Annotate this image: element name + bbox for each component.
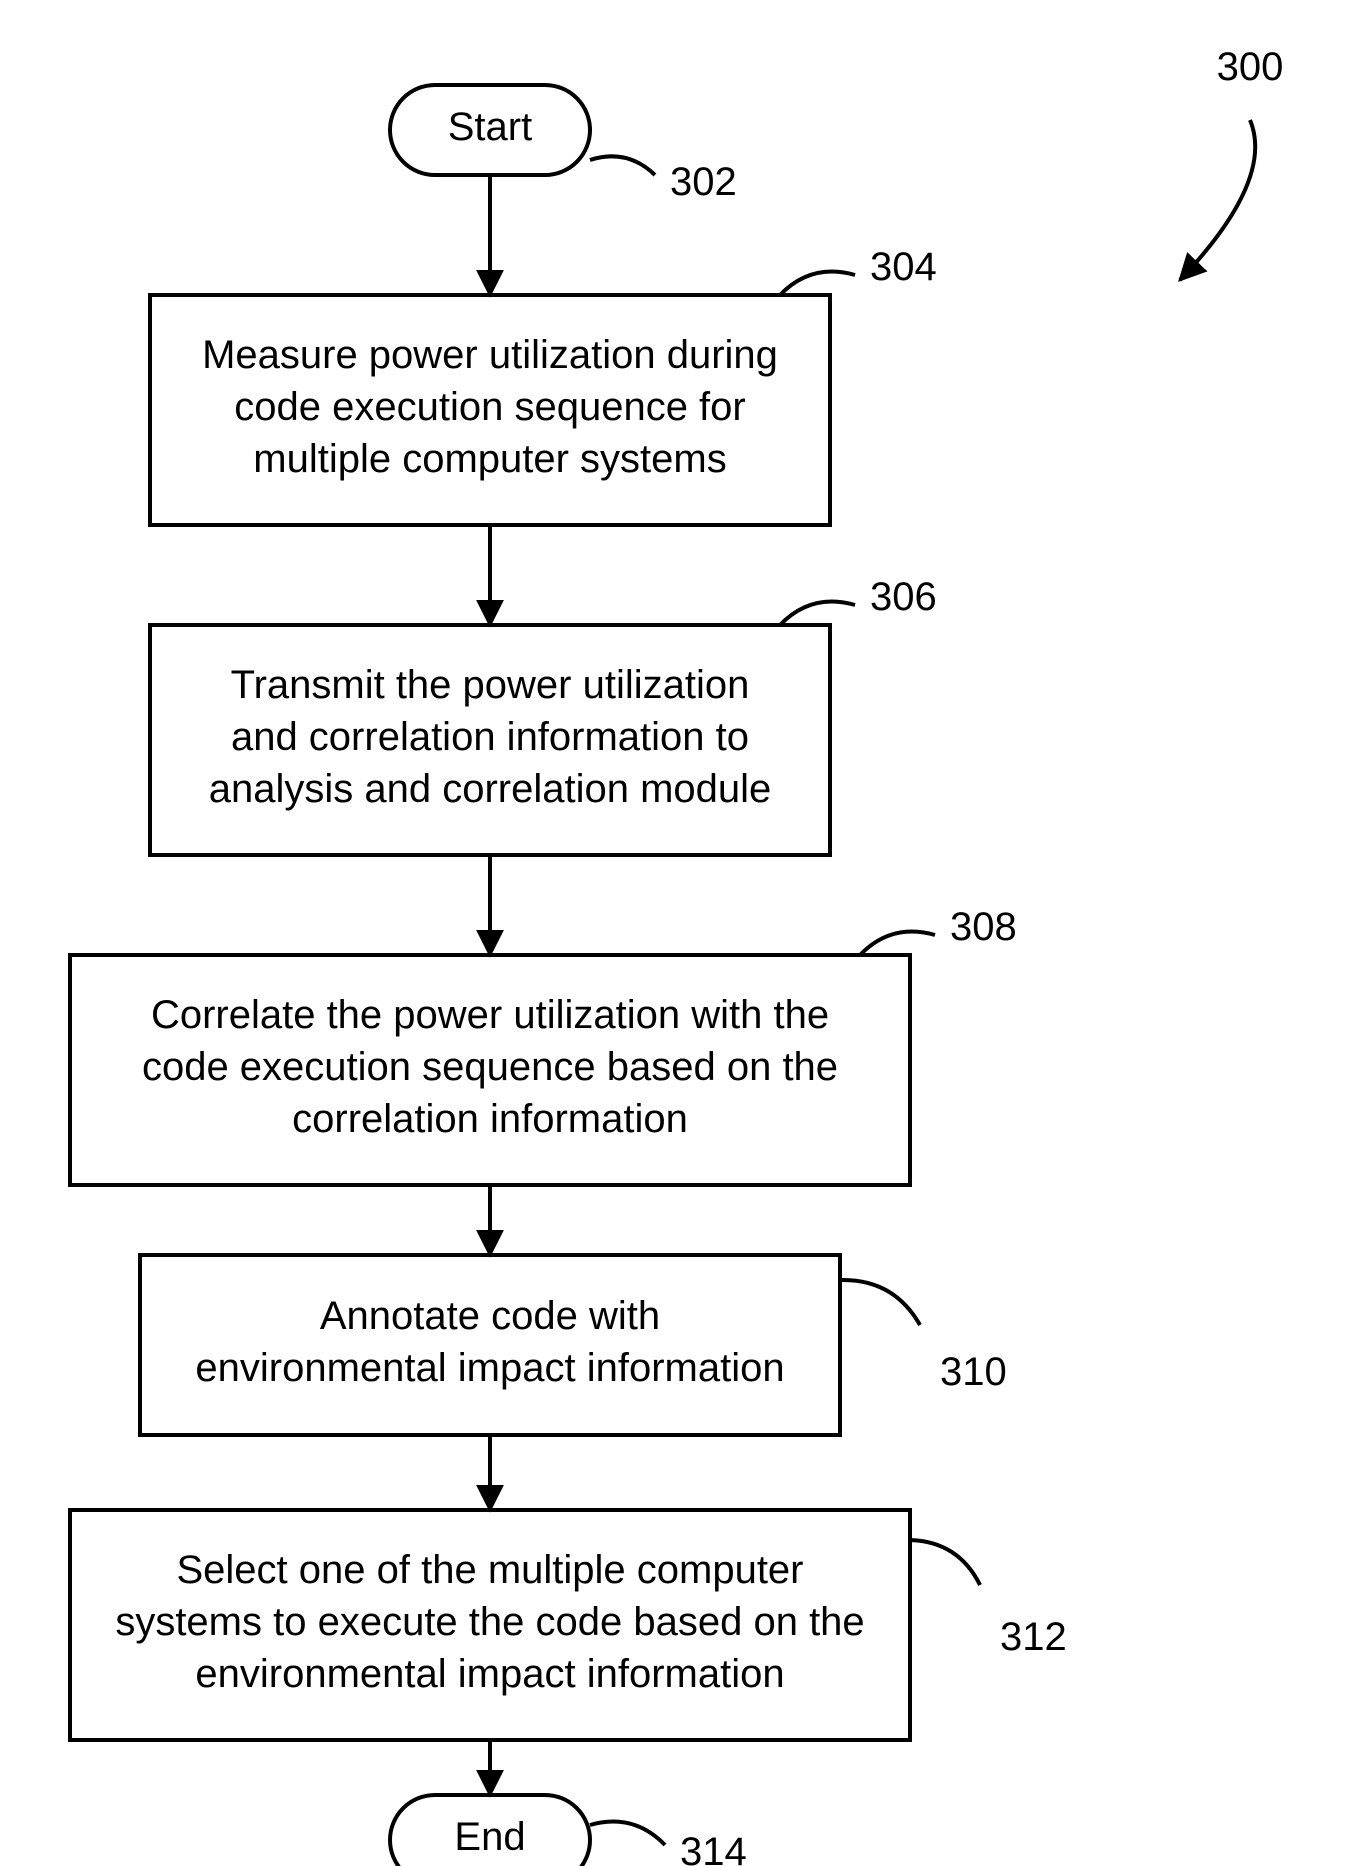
n312-text-line-0: Select one of the multiple computer [176, 1548, 803, 1592]
figure-label-pointer [1180, 120, 1255, 280]
end-text-line-0: End [454, 1815, 525, 1859]
n306-text-line-2: analysis and correlation module [209, 767, 772, 811]
ref-label-314: 314 [680, 1830, 747, 1866]
leader-line [860, 932, 935, 955]
flowchart-canvas: Start 302 Measure power utilization during… [0, 0, 1353, 1866]
n304-text-line-2: multiple computer systems [253, 437, 726, 481]
n308-text-line-0: Correlate the power utilization with the [151, 993, 829, 1037]
ref-label-310: 310 [940, 1350, 1007, 1394]
leader-line [590, 1822, 665, 1845]
ref-label-304: 304 [870, 245, 937, 289]
n308-text-line-1: code execution sequence based on the [142, 1045, 838, 1089]
ref-label-306: 306 [870, 575, 937, 619]
leader-line [840, 1280, 920, 1325]
ref-label-302: 302 [670, 160, 737, 204]
leader-line [910, 1540, 980, 1585]
n310-text-line-1: environmental impact information [195, 1346, 784, 1390]
figure-label: 300 [1217, 45, 1284, 89]
leader-line [590, 156, 655, 175]
ref-label-312: 312 [1000, 1615, 1067, 1659]
n306-text-line-0: Transmit the power utilization [231, 663, 750, 707]
leader-line [780, 602, 855, 625]
n306-text-line-1: and correlation information to [231, 715, 749, 759]
leader-line [780, 272, 855, 295]
n310-text-line-0: Annotate code with [320, 1294, 660, 1338]
n312-text-line-1: systems to execute the code based on the [115, 1600, 864, 1644]
n308-text-line-2: correlation information [292, 1097, 688, 1141]
start-text-line-0: Start [448, 105, 532, 149]
n304-text-line-0: Measure power utilization during [202, 333, 778, 377]
n312-text-line-2: environmental impact information [195, 1652, 784, 1696]
ref-label-308: 308 [950, 905, 1017, 949]
n304-text-line-1: code execution sequence for [234, 385, 745, 429]
n310-node [140, 1255, 840, 1435]
